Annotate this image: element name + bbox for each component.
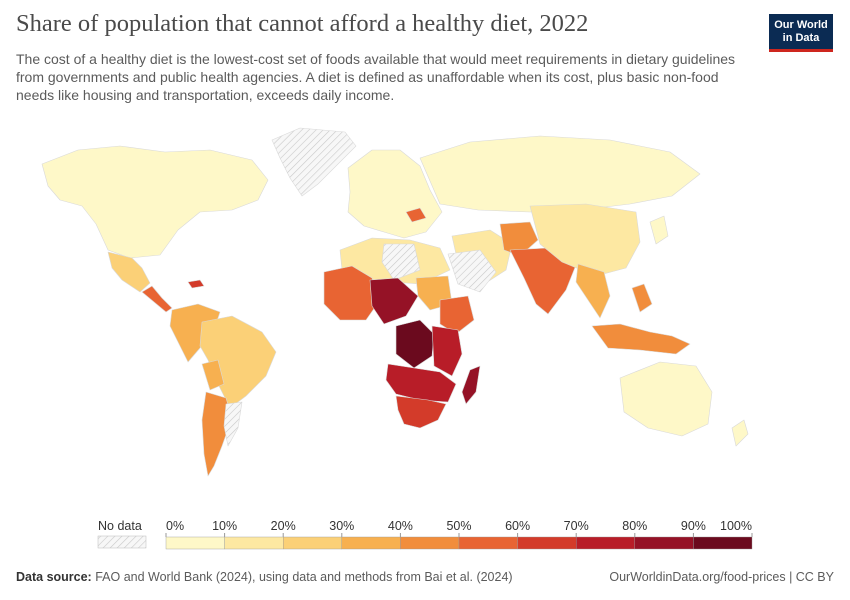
legend-tick-label-8: 80% [622,519,647,533]
region-northwest-south-america[interactable] [169,303,221,363]
owid-logo[interactable]: Our World in Data [769,14,833,52]
region-dr-congo[interactable] [395,319,435,369]
world-map [41,127,749,477]
region-west-africa[interactable] [323,265,381,321]
legend-tick-label-5: 50% [446,519,471,533]
legend-bin-5[interactable] [458,536,518,550]
region-north-america[interactable] [41,145,269,259]
legend-tick-label-6: 60% [505,519,530,533]
legend-bin-6[interactable] [517,536,577,550]
region-southeast-asia[interactable] [575,263,611,319]
legend-tick-label-3: 30% [329,519,354,533]
region-east-africa[interactable] [431,325,463,377]
legend-bin-9[interactable] [693,536,753,550]
footer: Data source: FAO and World Bank (2024), … [16,570,834,584]
legend-bin-1[interactable] [224,536,284,550]
region-philippines[interactable] [631,283,653,313]
source-text: FAO and World Bank (2024), using data an… [95,570,513,584]
legend-tick-label-0: 0% [166,519,184,533]
url-license-link[interactable]: OurWorldinData.org/food-prices | CC BY [609,570,834,584]
legend-bin-4[interactable] [400,536,460,550]
region-australia[interactable] [619,361,713,437]
region-southern-africa[interactable] [395,395,447,429]
region-japan[interactable] [649,215,669,245]
region-central-africa[interactable] [369,277,419,325]
legend-no-data-label: No data [98,519,142,533]
region-mexico[interactable] [107,251,151,293]
region-central-america[interactable] [141,285,173,313]
legend-tick-labels: 0% 10% 20% 30% 40% 50% 60% 70% 80% 90% 100% [165,519,753,537]
legend-bin-2[interactable] [283,536,343,550]
region-south-central-asia[interactable] [499,221,539,257]
chart-subtitle: The cost of a healthy diet is the lowest… [16,51,736,103]
logo-line-1: Our World [774,19,828,31]
region-new-zealand[interactable] [731,419,749,447]
region-caribbean[interactable] [187,279,205,289]
legend-color-bins [165,536,753,550]
map-legend: No data 0% 10% 20% 30% 40% 50% 60% 70% 80% 90% 100… [97,519,753,550]
region-arabia-no-data[interactable] [447,249,497,293]
region-southern-central-africa[interactable] [385,363,457,403]
region-horn-of-africa[interactable] [439,295,475,335]
region-indonesia[interactable] [591,323,691,355]
legend-tick-label-2: 20% [271,519,296,533]
region-bolivia[interactable] [201,359,225,391]
legend-no-data-swatch [97,535,147,549]
legend-tick-label-1: 10% [212,519,237,533]
region-libya-no-data[interactable] [381,243,421,281]
legend-tick-label-9: 90% [681,519,706,533]
region-greenland[interactable] [271,127,357,197]
region-madagascar[interactable] [461,365,481,405]
chart-title: Share of population that cannot afford a… [16,10,589,37]
region-south-america-no-data[interactable] [223,401,243,447]
legend-bin-3[interactable] [341,536,401,550]
legend-bin-8[interactable] [634,536,694,550]
legend-tick-label-4: 40% [388,519,413,533]
legend-tick-label-7: 70% [564,519,589,533]
source-label: Data source: [16,570,92,584]
region-romania[interactable] [405,207,427,223]
legend-tick-label-10: 100% [720,519,752,533]
legend-bin-7[interactable] [576,536,636,550]
legend-bin-0[interactable] [165,536,225,550]
logo-line-2: in Data [782,32,820,44]
region-russia[interactable] [419,135,701,213]
region-china[interactable] [529,203,641,277]
